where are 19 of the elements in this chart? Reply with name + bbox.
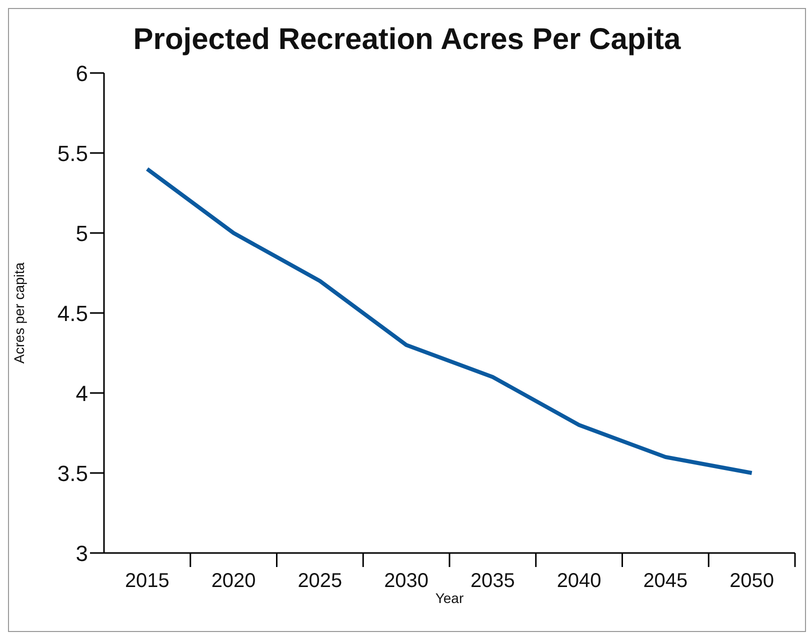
- y-tick-label: 6: [76, 60, 88, 86]
- x-tick-label: 2020: [211, 570, 256, 592]
- chart-title: Projected Recreation Acres Per Capita: [132, 23, 682, 57]
- y-tick-label: 3: [76, 540, 88, 566]
- x-tick-label: 2040: [556, 570, 602, 592]
- x-tick-label: 2045: [643, 570, 688, 592]
- y-axis-title: Acres per capita: [10, 262, 27, 364]
- x-tick-label: 2015: [124, 570, 170, 592]
- y-tick-label: 3.5: [57, 460, 88, 486]
- x-axis-title: Year: [435, 590, 464, 606]
- line-series: [145, 167, 754, 475]
- x-tick-label: 2025: [298, 570, 342, 592]
- x-tick-label: 2035: [470, 570, 515, 592]
- x-tick-label: 2050: [730, 570, 774, 592]
- y-tick-label: 5.5: [57, 140, 88, 166]
- y-tick-label: 4.5: [57, 300, 88, 326]
- y-tick-label: 5: [76, 220, 88, 246]
- y-tick-label: 4: [76, 380, 88, 406]
- x-tick-label: 2030: [384, 570, 429, 592]
